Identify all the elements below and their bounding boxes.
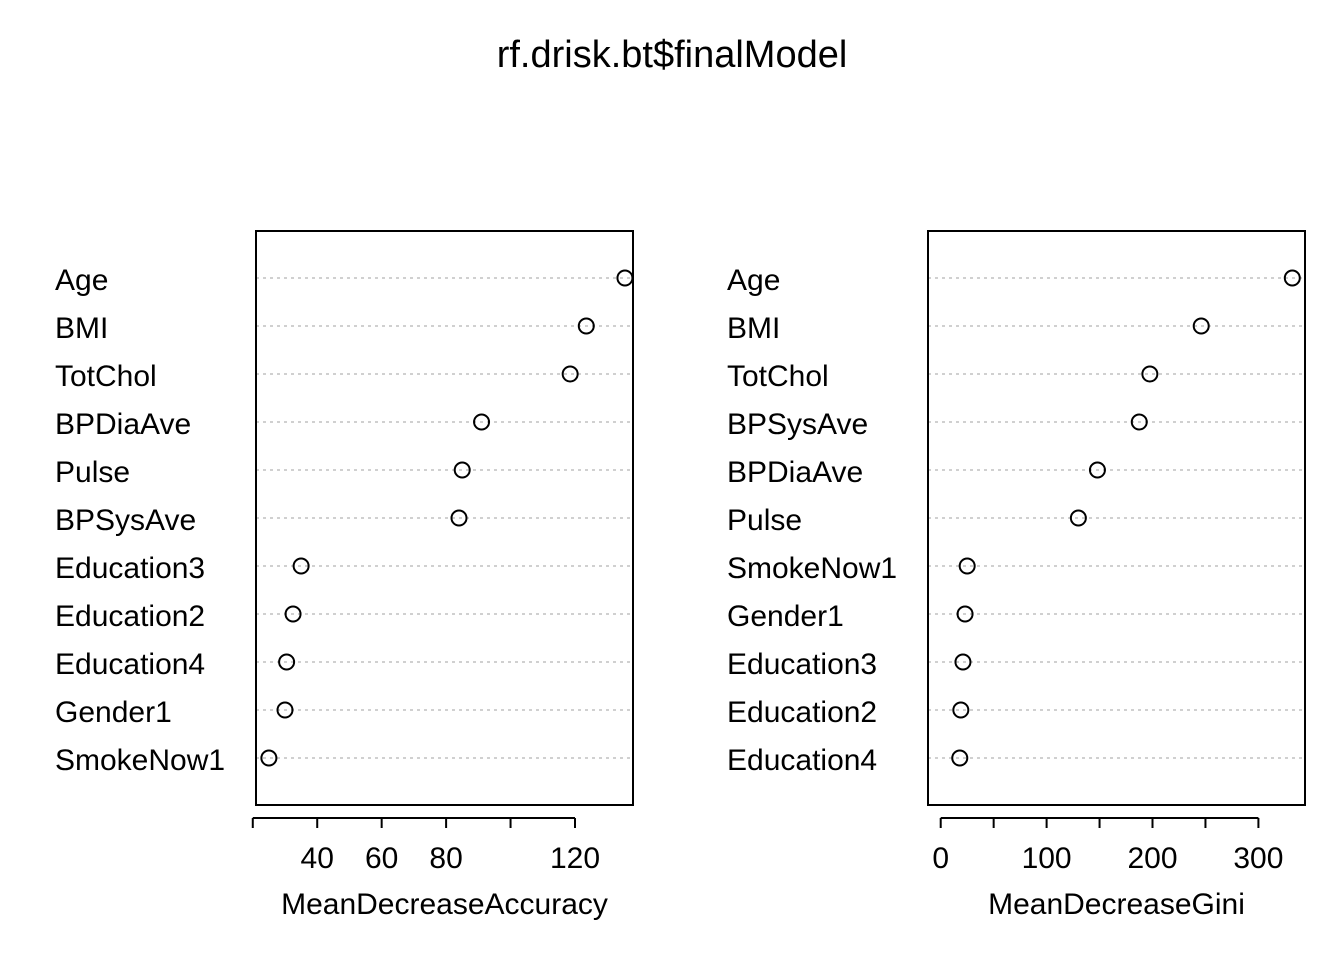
data-point [1192,317,1210,335]
category-label: Age [727,264,780,297]
data-point [284,605,302,623]
data-point [958,557,976,575]
data-point [278,653,296,671]
x-axis-label: MeanDecreaseGini [988,888,1245,921]
category-label: BMI [727,312,780,345]
category-label: SmokeNow1 [55,744,225,777]
x-tick-label: 80 [429,842,462,875]
category-label: BMI [55,312,108,345]
x-axis-label: MeanDecreaseAccuracy [281,888,608,921]
data-point [1130,413,1148,431]
category-label: Age [55,264,108,297]
category-label: Education3 [727,648,877,681]
x-tick-label: 200 [1127,842,1177,875]
data-point [616,269,634,287]
data-point [577,317,595,335]
data-point [292,557,310,575]
data-point [1141,365,1159,383]
data-point [1283,269,1301,287]
x-tick-label: 100 [1022,842,1072,875]
category-label: Pulse [55,456,130,489]
category-label: BPDiaAve [55,408,191,441]
data-point [951,749,969,767]
category-label: SmokeNow1 [727,552,897,585]
category-label: Education2 [727,696,877,729]
category-label: Education4 [55,648,205,681]
data-point [453,461,471,479]
x-tick-label: 40 [301,842,334,875]
category-label: Pulse [727,504,802,537]
x-tick-label: 0 [932,842,949,875]
category-label: BPSysAve [55,504,196,537]
data-point [473,413,491,431]
category-label: Education4 [727,744,877,777]
x-tick-label: 300 [1233,842,1283,875]
data-point [952,701,970,719]
data-point [276,701,294,719]
x-tick-label: 60 [365,842,398,875]
category-label: Education3 [55,552,205,585]
data-point [956,605,974,623]
chart-title: rf.drisk.bt$finalModel [496,34,848,76]
data-point [954,653,972,671]
plot-frame [255,230,634,806]
data-point [1069,509,1087,527]
category-label: BPSysAve [727,408,868,441]
plot-frame [927,230,1306,806]
category-label: Education2 [55,600,205,633]
data-point [1088,461,1106,479]
category-label: Gender1 [55,696,172,729]
data-point [260,749,278,767]
category-label: TotChol [55,360,157,393]
category-label: BPDiaAve [727,456,863,489]
data-point [561,365,579,383]
data-point [450,509,468,527]
category-label: Gender1 [727,600,844,633]
category-label: TotChol [727,360,829,393]
x-tick-label: 120 [550,842,600,875]
